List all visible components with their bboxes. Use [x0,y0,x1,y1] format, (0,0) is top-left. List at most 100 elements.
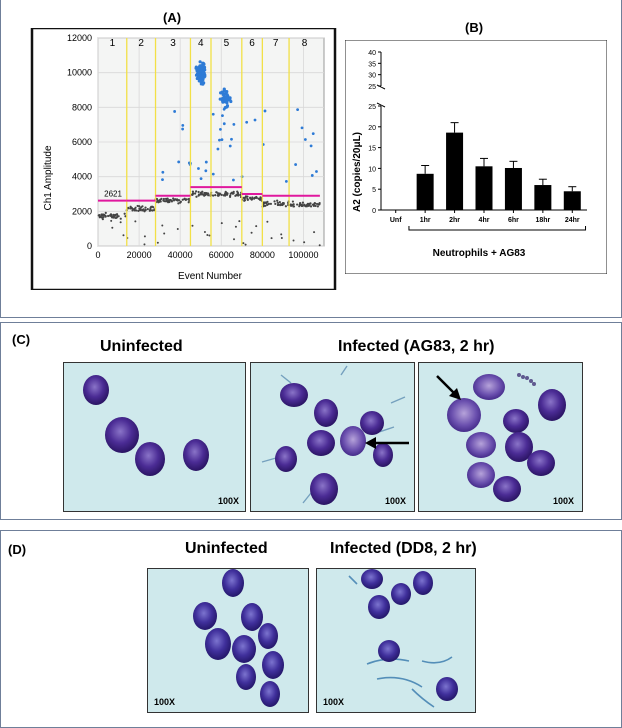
scatter-y-tick-label: 10000 [67,68,92,78]
positive-droplet-point [196,68,200,72]
negative-droplet-point [199,191,203,194]
negative-droplet-point [152,206,155,209]
negative-droplet-point [224,194,227,197]
scatter-y-tick-label: 12000 [67,33,92,43]
micrograph-c-infected-1-magnification: 100X [384,496,406,506]
negative-outlier-point [303,241,306,244]
negative-droplet-point [254,196,257,199]
positive-droplet-point [284,179,288,183]
positive-droplet-point [230,137,233,141]
positive-droplet-point [201,70,205,74]
negative-droplet-point [100,213,103,216]
positive-droplet-point [222,107,226,111]
negative-droplet-point [301,201,305,204]
positive-droplet-point [181,123,185,127]
negative-droplet-point [316,205,319,208]
negative-droplet-point [311,203,314,206]
negative-droplet-point [250,198,253,201]
panel-b-label: (B) [465,20,484,35]
bar-1hr [416,173,434,210]
scatter-outer-frame [30,28,337,290]
bar-y-tick-label: 5 [372,187,376,194]
negative-droplet-point [138,205,141,208]
bar-group-label: Neutrophils + AG83 [433,248,526,259]
positive-droplet-point [211,112,215,116]
negative-droplet-point [167,199,171,202]
panel-d-infected-title: Infected (DD8, 2 hr) [330,540,477,557]
negative-droplet-point [304,205,307,208]
negative-droplet-point [138,209,142,212]
negative-droplet-point [102,216,105,219]
negative-droplet-point [130,206,133,209]
negative-outlier-point [313,231,316,234]
bar-x-tick-label: 24hr [565,217,580,224]
well-number-label: 7 [273,38,279,49]
scatter-y-tick-label: 2000 [72,206,92,216]
negative-droplet-point [156,200,160,203]
negative-droplet-point [212,194,215,197]
negative-outlier-point [163,232,166,235]
positive-droplet-point [245,120,249,124]
positive-droplet-point [225,105,229,109]
negative-droplet-point [266,200,269,203]
negative-droplet-point [309,202,312,205]
well-number-label: 3 [170,38,176,49]
negative-droplet-point [146,208,149,211]
panel-c-label: (C) [12,332,31,347]
negative-droplet-point [177,202,180,205]
bar-chart-frame [345,40,607,274]
axis-break-mark [376,102,386,108]
negative-droplet-point [119,217,122,220]
negative-droplet-point [306,202,309,205]
arrow-icon [365,437,409,449]
micrograph-c-uninfected-cells [83,375,209,476]
negative-outlier-point [206,234,209,237]
negative-droplet-point [198,193,201,196]
positive-droplet-point [203,74,207,78]
negative-outlier-point [234,225,237,228]
threshold-value-label: 2621 [104,190,122,199]
bar-y-tick-label: 10 [368,166,376,173]
positive-droplet-point [204,160,208,164]
positive-droplet-point [263,109,267,113]
negative-droplet-point [143,210,146,213]
negative-droplet-point [257,197,260,200]
micrograph-c-infected-1: 100X [250,362,415,512]
well-number-label: 1 [110,38,116,49]
negative-droplet-point [150,205,153,208]
scatter-y-axis-label: Ch1 Amplitude [43,145,54,210]
negative-droplet-point [149,208,152,211]
micrograph-c-uninfected: 100X [63,362,246,512]
negative-droplet-point [282,202,285,205]
negative-droplet-point [109,213,112,216]
negative-droplet-point [114,216,118,220]
micrograph-d-infected-cells [348,569,458,708]
negative-outlier-point [292,239,295,242]
bar-chart: A2 (copies/20μL) Neutrophils + AG83 0 5 10… [345,40,607,274]
negative-droplet-point [142,208,145,211]
positive-droplet-point [199,177,203,181]
negative-droplet-point [197,190,200,194]
scatter-x-tick-label: 80000 [250,250,275,260]
negative-droplet-point [165,199,169,202]
negative-droplet-point [307,204,310,207]
group-bracket [408,226,587,231]
bar-y-tick-label: 25 [368,84,376,91]
bar-x-tick-label: 18hr [535,217,550,224]
negative-droplet-point [228,195,232,198]
panel-a-label: (A) [163,10,182,25]
bar-x-tick-label: Unf [390,217,402,224]
positive-droplet-point [232,122,236,126]
bar-4hr [475,166,493,210]
bar-x-tick-label: 1hr [420,217,431,224]
bar-y-tick-label: 40 [368,50,376,57]
bar-x-tick-label: 4hr [479,217,490,224]
negative-outlier-point [191,224,194,227]
negative-droplet-point [280,203,283,206]
negative-droplet-point [249,196,252,199]
negative-outlier-point [161,224,164,227]
negative-outlier-point [266,220,269,223]
negative-droplet-point [215,191,218,194]
panel-c-uninfected-title: Uninfected [100,338,183,355]
bar-y-tick-label: 25 [368,104,376,111]
